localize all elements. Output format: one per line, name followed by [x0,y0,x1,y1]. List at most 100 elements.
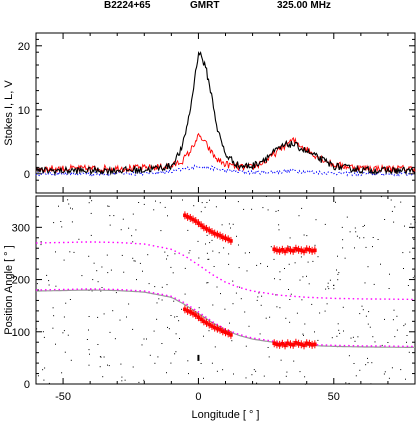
pa-noise-dot [89,353,90,355]
pa-noise-dot [407,285,409,286]
pa-noise-dot [187,360,189,362]
pa-point [307,247,312,252]
pa-noise-dot [187,229,189,231]
pa-noise-dot [155,200,156,202]
pa-noise-dot [253,369,255,371]
pa-point [220,235,225,240]
pa-noise-dot [115,292,117,294]
pa-noise-dot [208,258,210,260]
pa-noise-dot [110,269,112,271]
pa-noise-dot [154,286,156,288]
pa-noise-dot [380,263,381,265]
pa-point [199,317,203,322]
pa-noise-dot [135,229,137,231]
pa-noise-dot [138,202,140,203]
pa-noise-dot [214,346,216,348]
pa-noise-dot [232,280,234,282]
pa-noise-dot [396,315,398,317]
pa-noise-dot [337,273,339,275]
source-name: B2224+65 [104,0,151,11]
pa-noise-dot [381,344,383,346]
pa-noise-dot [173,300,175,302]
pa-noise-dot [175,333,177,335]
pa-noise-dot [40,244,42,246]
pa-noise-dot [106,254,108,256]
pa-noise-dot [267,209,269,211]
pa-noise-dot [153,330,155,332]
pa-noise-dot [90,212,92,214]
pa-noise-dot [223,247,225,249]
pa-noise-dot [243,208,245,210]
pa-noise-dot [267,347,269,348]
pa-noise-dot [174,253,176,255]
pa-noise-dot [88,364,90,366]
pa-noise-dot [128,303,130,305]
pa-noise-dot [327,282,329,284]
pa-noise-dot [48,280,50,282]
pa-noise-dot [240,298,242,300]
pa-noise-dot [216,370,218,372]
pa-noise-dot [406,341,407,343]
pa-point [226,237,231,242]
pa-noise-dot [284,268,285,269]
pa-noise-dot [154,362,156,364]
pa-noise-dot [414,275,416,277]
pa-noise-dot [158,298,160,300]
pa-noise-dot [67,334,69,336]
pa-noise-dot [208,330,210,332]
pa-point [285,247,290,252]
x-tick-label: 0 [195,391,201,403]
pa-point [277,343,282,347]
pa-noise-dot [414,221,416,223]
pa-noise-dot [134,260,136,262]
pa-noise-dot [355,375,357,377]
pa-point [304,341,309,346]
pa-noise-dot [52,327,54,329]
pa-point [202,225,206,230]
pa-noise-dot [53,315,55,317]
pa-noise-dot [166,284,168,286]
pa-point [191,217,195,222]
pa-noise-dot [314,244,316,246]
pa-noise-dot [391,210,393,212]
pa-noise-dot [352,336,354,338]
pa-noise-dot [237,201,239,203]
pa-noise-dot [120,363,122,365]
observing-frequency: 325.00 MHz [277,0,331,11]
pa-noise-dot [157,356,159,358]
pa-noise-dot [295,250,297,252]
pa-point [272,247,277,252]
pa-noise-dot [205,243,206,245]
pa-noise-dot [97,344,99,345]
pa-noise-dot [363,237,365,239]
pa-noise-dot [132,257,134,259]
pa-noise-dot [362,226,364,227]
pa-noise-dot [245,345,247,347]
pa-noise-dot [175,351,177,353]
pa-noise-dot [337,279,339,281]
telescope-name: GMRT [190,0,220,11]
pa-point [294,340,298,345]
pa-noise-dot [68,203,70,205]
pa-noise-dot [289,321,291,323]
pa-point [196,315,201,319]
pa-noise-dot [139,262,141,264]
pa-noise-dot [336,269,337,271]
pa-noise-dot [344,257,346,259]
pa-noise-dot [317,256,319,258]
pa-noise-dot [325,288,327,290]
pa-noise-dot [63,330,65,332]
pa-noise-dot [143,379,145,381]
pa-noise-dot [245,377,247,379]
pa-noise-dot [286,371,288,373]
pa-noise-dot [259,333,261,335]
pa-noise-dot [206,282,208,284]
stokes-v-line [35,164,416,178]
pa-noise-dot [280,359,282,361]
pa-noise-dot [251,374,253,376]
pa-noise-dot [275,294,277,296]
pa-noise-dot [362,309,364,311]
pa-point [280,247,285,252]
pa-noise-dot [374,341,376,343]
pa-noise-dot [55,285,57,287]
